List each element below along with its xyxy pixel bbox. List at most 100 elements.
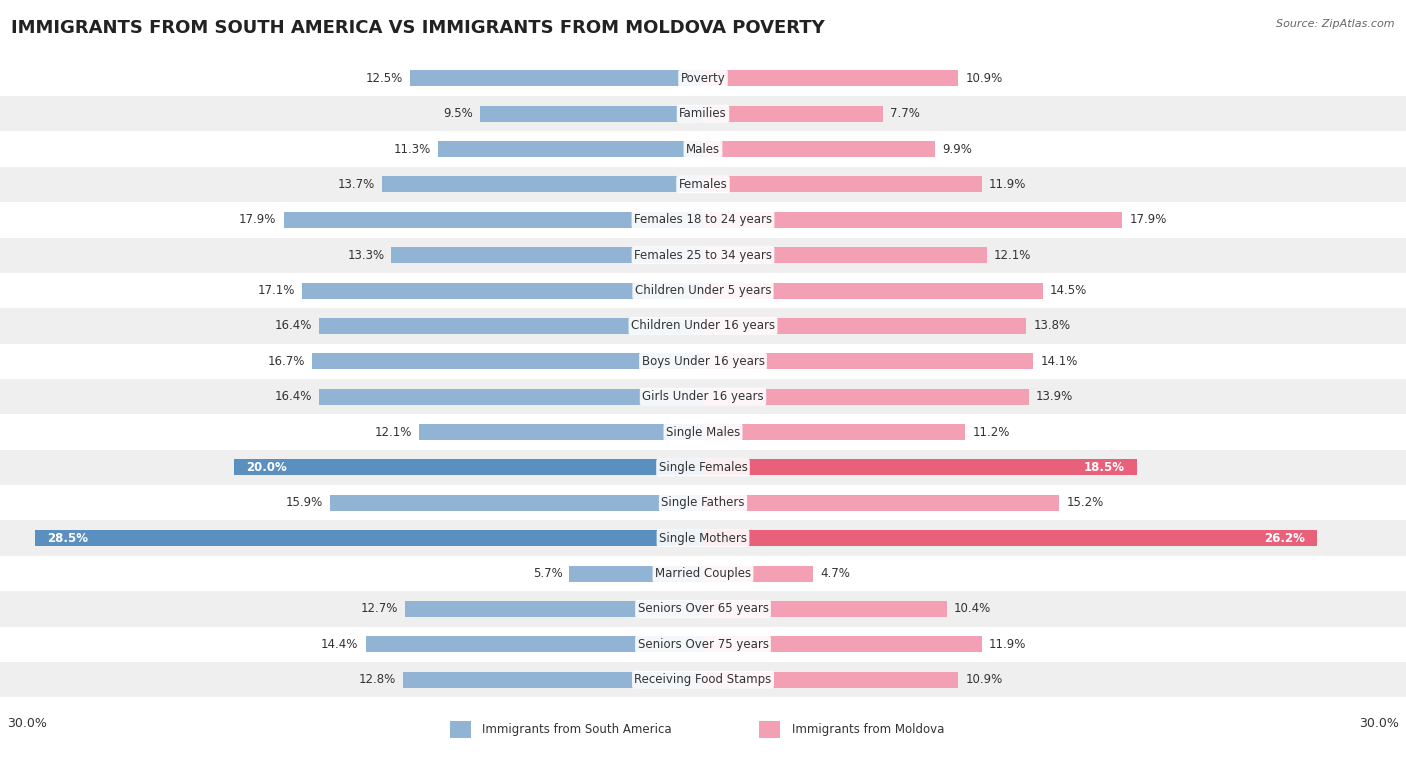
Text: 20.0%: 20.0% [246,461,287,474]
Bar [0,627,1406,662]
Text: 7.7%: 7.7% [890,107,921,121]
Text: 12.1%: 12.1% [375,425,412,439]
Bar [404,672,703,688]
Bar [703,177,981,193]
Bar [0,202,1406,237]
Bar [0,485,1406,521]
Text: 30.0%: 30.0% [1360,717,1399,731]
Bar [284,211,703,227]
Bar [0,591,1406,627]
Bar [703,637,981,652]
Text: Children Under 16 years: Children Under 16 years [631,319,775,333]
Bar [703,318,1026,334]
Text: 28.5%: 28.5% [46,531,87,545]
Text: Seniors Over 75 years: Seniors Over 75 years [637,637,769,651]
Text: Single Females: Single Females [658,461,748,474]
Bar [0,96,1406,131]
Bar [0,61,1406,96]
Bar [0,415,1406,449]
Text: Seniors Over 65 years: Seniors Over 65 years [637,603,769,615]
Text: 17.1%: 17.1% [257,284,295,297]
Text: IMMIGRANTS FROM SOUTH AMERICA VS IMMIGRANTS FROM MOLDOVA POVERTY: IMMIGRANTS FROM SOUTH AMERICA VS IMMIGRA… [11,19,825,37]
Bar [405,601,703,617]
Text: Females 18 to 24 years: Females 18 to 24 years [634,213,772,227]
Text: Females: Females [679,178,727,191]
Text: 14.1%: 14.1% [1040,355,1078,368]
Text: 15.9%: 15.9% [287,496,323,509]
Text: 14.5%: 14.5% [1050,284,1087,297]
Bar [481,105,703,121]
Text: Children Under 5 years: Children Under 5 years [634,284,772,297]
Bar [703,424,966,440]
Text: Receiving Food Stamps: Receiving Food Stamps [634,673,772,686]
Bar [0,521,1406,556]
Bar [703,531,1317,546]
Bar [302,283,703,299]
Text: 11.3%: 11.3% [394,143,432,155]
Text: 17.9%: 17.9% [239,213,277,227]
Text: 11.9%: 11.9% [988,637,1026,651]
Bar [703,459,1136,475]
Bar [0,662,1406,697]
Text: Immigrants from South America: Immigrants from South America [482,722,672,736]
Bar [703,389,1029,405]
Text: 12.8%: 12.8% [359,673,396,686]
Bar [439,141,703,157]
Text: 26.2%: 26.2% [1264,531,1305,545]
Text: Males: Males [686,143,720,155]
Text: Boys Under 16 years: Boys Under 16 years [641,355,765,368]
Text: 10.9%: 10.9% [966,673,1002,686]
Bar [319,389,703,405]
Text: 11.2%: 11.2% [973,425,1010,439]
Bar [382,177,703,193]
Bar [0,449,1406,485]
Bar [0,556,1406,591]
Text: 9.5%: 9.5% [444,107,474,121]
Bar [450,721,471,738]
Text: 16.7%: 16.7% [267,355,305,368]
Bar [703,70,959,86]
Text: 15.2%: 15.2% [1066,496,1104,509]
Text: Source: ZipAtlas.com: Source: ZipAtlas.com [1277,19,1395,29]
Bar [319,318,703,334]
Bar [703,211,1122,227]
Text: 12.1%: 12.1% [994,249,1031,262]
Text: 13.8%: 13.8% [1033,319,1070,333]
Bar [391,247,703,263]
Bar [0,309,1406,343]
Text: Females 25 to 34 years: Females 25 to 34 years [634,249,772,262]
Text: 13.9%: 13.9% [1036,390,1073,403]
Text: 12.7%: 12.7% [361,603,398,615]
Text: Single Fathers: Single Fathers [661,496,745,509]
Bar [703,247,987,263]
Text: Poverty: Poverty [681,72,725,85]
Bar [0,237,1406,273]
Text: 11.9%: 11.9% [988,178,1026,191]
Text: 9.9%: 9.9% [942,143,972,155]
Bar [330,495,703,511]
Bar [703,105,883,121]
Bar [703,672,959,688]
Bar [235,459,703,475]
Bar [0,167,1406,202]
Text: 18.5%: 18.5% [1084,461,1125,474]
Text: 16.4%: 16.4% [274,390,312,403]
Text: 10.4%: 10.4% [953,603,991,615]
Text: 5.7%: 5.7% [533,567,562,580]
Bar [569,565,703,581]
Text: 30.0%: 30.0% [7,717,46,731]
Bar [312,353,703,369]
Bar [703,141,935,157]
Bar [0,343,1406,379]
Bar [35,531,703,546]
Text: 12.5%: 12.5% [366,72,404,85]
Text: 13.7%: 13.7% [337,178,375,191]
Text: Single Males: Single Males [666,425,740,439]
Text: 4.7%: 4.7% [820,567,851,580]
Bar [759,721,780,738]
Text: 14.4%: 14.4% [321,637,359,651]
Text: Immigrants from Moldova: Immigrants from Moldova [792,722,943,736]
Text: 17.9%: 17.9% [1129,213,1167,227]
Bar [0,273,1406,309]
Text: Married Couples: Married Couples [655,567,751,580]
